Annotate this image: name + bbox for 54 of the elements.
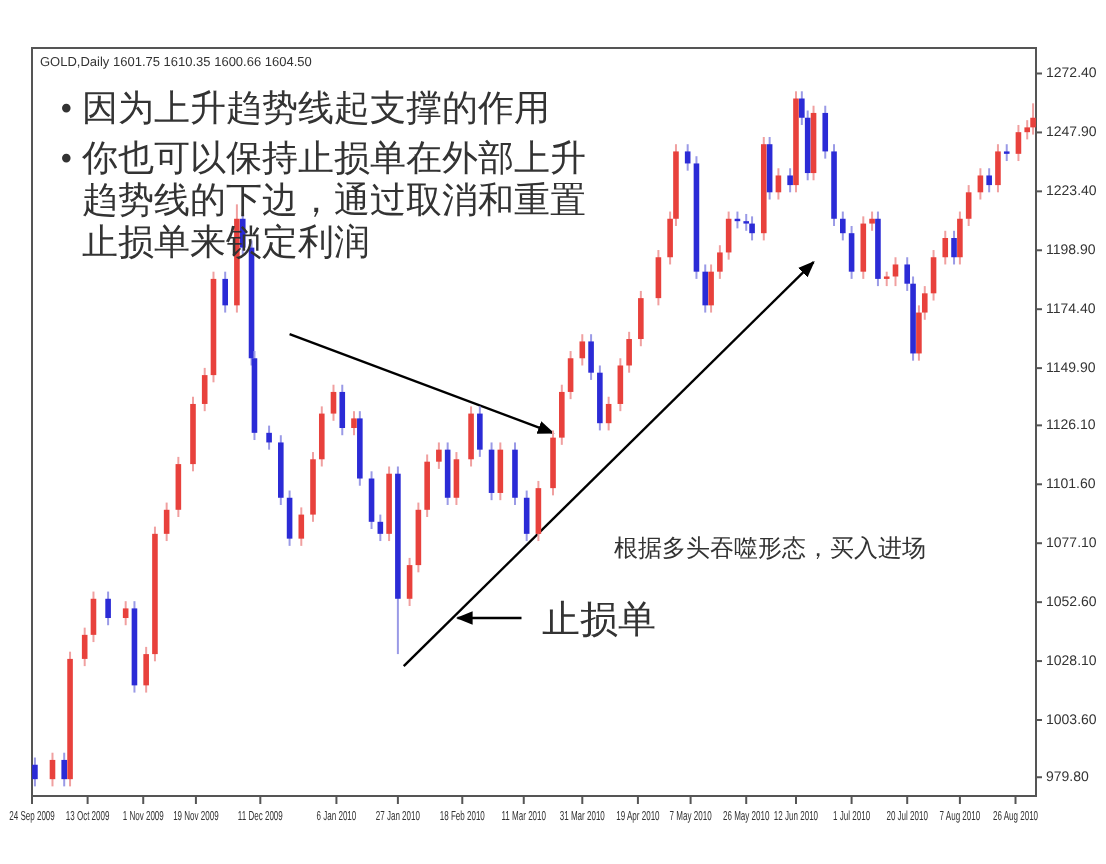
- candlestick: [617, 357, 624, 413]
- candlestick: [655, 249, 662, 307]
- candlestick: [286, 489, 293, 547]
- candlestick: [626, 330, 632, 374]
- candlestick: [266, 424, 272, 451]
- candlestick: [717, 244, 723, 280]
- candlestick: [201, 366, 208, 413]
- candlestick: [892, 256, 899, 288]
- candlestick: [330, 383, 337, 422]
- candlestick: [477, 405, 483, 458]
- annotation: • 因为上升趋势线起支撑的作用: [60, 88, 552, 130]
- candlestick: [995, 143, 1001, 194]
- candlestick: [977, 167, 984, 201]
- candlestick: [957, 210, 963, 266]
- candlestick: [1030, 102, 1036, 136]
- candlestick: [869, 210, 875, 232]
- candlestick: [965, 184, 972, 227]
- candlestick: [468, 405, 474, 468]
- candlestick: [406, 556, 413, 607]
- candlestick: [318, 405, 325, 468]
- candlestick: [708, 263, 714, 314]
- candlestick: [986, 167, 992, 194]
- candlestick: [942, 229, 949, 266]
- annotation: 止损单: [541, 598, 656, 646]
- candlestick: [579, 333, 586, 367]
- candlestick: [143, 645, 149, 694]
- annotation: 根据多头吞噬形态，买入进场: [614, 532, 926, 566]
- candlestick: [222, 270, 228, 314]
- candlestick: [61, 751, 67, 788]
- candlestick: [559, 383, 565, 446]
- candlestick: [32, 756, 38, 788]
- candlestick: [122, 600, 129, 627]
- candlestick: [1015, 123, 1022, 163]
- candlestick: [787, 167, 793, 194]
- candlestick: [535, 479, 542, 543]
- candlestick: [638, 289, 644, 348]
- candlestick: [436, 441, 442, 470]
- candlestick: [588, 333, 594, 381]
- candlestick: [749, 215, 755, 242]
- candlestick: [702, 263, 709, 314]
- candlestick: [684, 143, 691, 172]
- candlestick: [822, 104, 829, 160]
- candlestick: [848, 224, 855, 280]
- candlestick: [351, 410, 357, 437]
- candlestick: [175, 455, 182, 518]
- candlestick: [567, 350, 574, 401]
- candlestick: [105, 590, 111, 627]
- candlestick: [377, 513, 384, 543]
- candlestick: [298, 506, 305, 547]
- candlestick: [775, 167, 782, 201]
- candlestick: [453, 451, 460, 506]
- candlestick: [951, 229, 957, 266]
- candlestick: [339, 383, 346, 437]
- candlestick: [840, 210, 846, 242]
